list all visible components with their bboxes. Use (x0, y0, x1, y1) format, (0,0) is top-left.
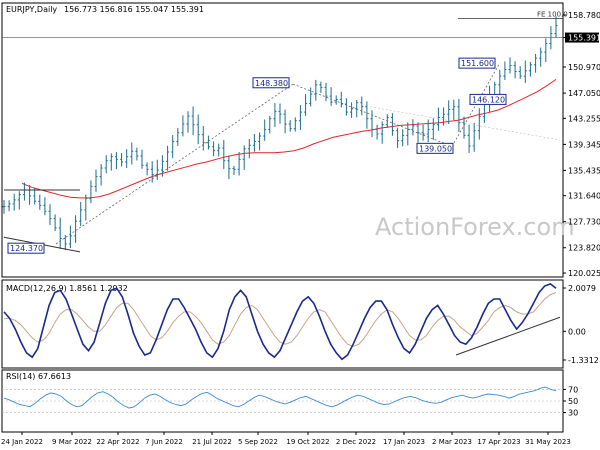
fibo-fall-line (292, 83, 453, 147)
price-axis: 158.780 155.391 150.970 147.050 143.255 139.3… (2, 11, 600, 278)
ohlc-readout: 156.773 156.816 155.047 155.391 (64, 5, 204, 14)
aux-dashed-line (369, 106, 561, 141)
x-tick-label: 7 Jun 2022 (145, 438, 183, 446)
macd-tick-label: -1.3312 (568, 356, 599, 365)
macd-axis: 2.0079 0.00 -1.3312 (563, 284, 599, 365)
x-tick-label: 17 Apr 2023 (477, 438, 520, 446)
macd-title: MACD(12,26,9) 1.8561 1.2932 (6, 284, 128, 293)
price-tick-label: 131.640 (568, 192, 600, 201)
price-tick-label: 143.255 (568, 114, 600, 123)
price-tick-label: 139.345 (568, 140, 600, 149)
annotations: 124.370 148.380 139.050 151.600 146.120 FE 10… (7, 11, 568, 254)
price-tick-label: 147.050 (568, 89, 600, 98)
rsi-tick-label: 70 (568, 385, 578, 394)
fe-label: FE 100.0 (537, 11, 568, 19)
rsi-axis: 70 50 30 (2, 385, 578, 418)
macd-trendline (455, 316, 561, 356)
price-tick-label: 150.970 (568, 63, 600, 72)
last-price-tag (565, 32, 599, 43)
ma-line (21, 78, 557, 199)
price-panel-frame (1, 2, 564, 278)
macd-panel-frame (1, 279, 564, 369)
rsi-series (3, 386, 557, 409)
watermark: ActionForex.com (375, 213, 575, 241)
price-annotation-box (458, 57, 496, 69)
price-panel: EURJPY,Daily 156.773 156.816 155.047 155… (1, 2, 600, 278)
macd-tick-label: 0.00 (568, 327, 586, 336)
price-annotation-box (416, 142, 454, 154)
rsi-panel: RSI(14) 67.6613 70 50 30 (1, 369, 578, 433)
rsi-line (3, 386, 557, 409)
price-annotation-label: 151.600 (461, 59, 494, 68)
rsi-tick-label: 30 (568, 409, 578, 418)
x-tick-label: 2 Dec 2022 (336, 438, 376, 446)
rsi-tick-label: 50 (568, 397, 578, 406)
price-tick-label: 135.435 (568, 166, 600, 175)
rsi-title: RSI(14) 67.6613 (6, 372, 71, 381)
price-annotation-box (252, 77, 290, 89)
last-price-label: 155.391 (568, 34, 600, 43)
x-tick-label: 21 Jul 2022 (192, 438, 232, 446)
price-tick-label: 127.730 (568, 218, 600, 227)
symbol-label: EURJPY,Daily (6, 5, 57, 14)
x-tick-label: 9 Mar 2022 (52, 438, 92, 446)
price-annotation-label: 146.120 (472, 95, 505, 104)
x-tick-label: 22 Apr 2022 (96, 438, 139, 446)
price-annotation-label: 139.050 (419, 144, 452, 153)
x-tick-label: 17 Jan 2023 (383, 438, 425, 446)
macd-lines (3, 282, 561, 361)
macd-panel: MACD(12,26,9) 1.8561 1.2932 2.0079 0.00 -1… (1, 279, 599, 369)
x-tick-label: 2 Mar 2023 (432, 438, 472, 446)
price-annotation-box (7, 242, 45, 254)
price-tick-label: 123.820 (568, 244, 600, 253)
x-tick-label: 31 May 2023 (525, 438, 571, 446)
x-axis: 24 Jan 2022 9 Mar 2022 22 Apr 2022 7 Jun 20… (1, 432, 571, 446)
price-annotation-label: 124.370 (10, 244, 43, 253)
macd-line (3, 282, 557, 361)
price-annotation-label: 148.380 (255, 79, 288, 88)
price-annotation-box (469, 93, 507, 105)
x-tick-label: 24 Jan 2022 (1, 438, 43, 446)
x-tick-label: 5 Sep 2022 (238, 438, 278, 446)
x-tick-label: 19 Oct 2022 (286, 438, 329, 446)
price-tick-label: 120.025 (568, 269, 600, 278)
ma-series (21, 78, 557, 199)
price-tick-label: 158.780 (568, 11, 600, 20)
macd-tick-label: 2.0079 (568, 284, 596, 293)
signal-line (4, 292, 557, 347)
trendlines (3, 18, 563, 253)
